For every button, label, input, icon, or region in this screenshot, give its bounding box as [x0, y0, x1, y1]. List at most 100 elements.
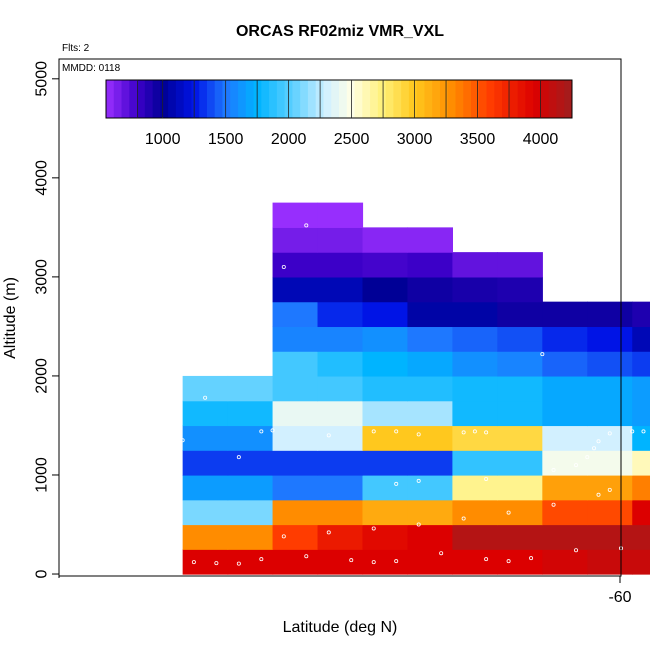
- chart-title: ORCAS RF02miz VMR_VXL: [236, 23, 444, 40]
- heatmap-cell: [272, 252, 319, 278]
- sample-point: [416, 478, 421, 483]
- sample-point: [236, 455, 241, 460]
- heatmap-cell: [497, 375, 543, 402]
- x-axis-label: Latitude (deg N): [283, 619, 398, 636]
- colorbar-segment: [494, 80, 503, 118]
- heatmap-cell: [542, 474, 588, 501]
- heatmap-cell: [452, 351, 498, 377]
- heatmap-cell: [632, 450, 650, 476]
- colorbar-segment: [206, 80, 216, 118]
- heatmap-cell: [587, 450, 633, 476]
- y-axis-label: Altitude (m): [2, 277, 19, 359]
- heatmap-cell: [317, 326, 364, 352]
- sample-point: [281, 534, 286, 539]
- heatmap-cell: [452, 375, 498, 402]
- heatmap-cell: [542, 425, 588, 451]
- heatmap-cell: [362, 326, 409, 352]
- sample-point: [641, 429, 646, 434]
- colorbar-segment: [199, 80, 208, 118]
- sample-point: [270, 428, 275, 433]
- colorbar-segment: [238, 80, 247, 118]
- colorbar: [105, 79, 573, 119]
- colorbar-segment: [556, 80, 565, 118]
- sample-point: [326, 433, 331, 438]
- colorbar-segment: [307, 80, 317, 118]
- heatmap-cell: [362, 227, 409, 253]
- heatmap-cell: [542, 326, 588, 352]
- sample-point: [214, 561, 219, 566]
- colorbar-segment: [183, 80, 192, 118]
- heatmap-cell: [542, 351, 588, 377]
- heatmap-cell: [632, 549, 650, 575]
- colorbar-segment: [478, 80, 488, 118]
- heatmap-cell: [407, 351, 453, 377]
- heatmap-cell: [497, 252, 543, 278]
- colorbar-segment: [533, 80, 542, 118]
- flights-annotation: Flts: 2: [62, 43, 90, 54]
- colorbar-segment: [401, 80, 410, 118]
- heatmap-cell: [452, 425, 498, 451]
- colorbar-segment: [152, 80, 161, 118]
- sample-point: [349, 558, 354, 563]
- colorbar-segment: [525, 80, 534, 118]
- colorbar-segment: [113, 80, 123, 118]
- heatmap-cell: [317, 252, 364, 278]
- heatmap-cell: [317, 524, 364, 550]
- colorbar-segment: [230, 80, 239, 118]
- heatmap-cell: [362, 252, 409, 278]
- sample-point: [394, 559, 399, 564]
- heatmap-cell: [182, 474, 229, 501]
- heatmap-cell: [497, 499, 543, 526]
- heatmap-cell: [362, 301, 409, 328]
- heatmap-cell: [587, 375, 633, 402]
- colorbar-segment: [129, 80, 138, 118]
- sample-point: [371, 429, 376, 434]
- heatmap-cell: [317, 450, 364, 476]
- sample-point: [607, 487, 612, 492]
- sample-point: [326, 530, 331, 535]
- sample-point: [472, 429, 477, 434]
- colorbar-segment: [144, 80, 154, 118]
- colorbar-segment: [253, 80, 262, 118]
- colorbar-segment: [331, 80, 340, 118]
- colorbar-segment: [346, 80, 356, 118]
- heatmap-cell: [632, 425, 650, 451]
- heatmap-cell: [407, 524, 453, 550]
- colorbar-segment: [276, 80, 286, 118]
- heatmap-cell: [587, 549, 633, 575]
- heatmap-cell: [362, 276, 409, 303]
- heatmap-cell: [272, 301, 319, 328]
- heatmap-cell: [407, 276, 453, 303]
- heatmap-cell: [542, 549, 588, 575]
- colorbar-segment: [362, 80, 371, 118]
- heatmap-cell: [182, 425, 229, 451]
- colorbar-segment: [300, 80, 309, 118]
- heatmap-cell: [542, 524, 588, 550]
- heatmap-cell: [317, 375, 364, 402]
- heatmap-cell: [227, 549, 274, 575]
- sample-point: [596, 492, 601, 497]
- sample-point: [394, 429, 399, 434]
- heatmap-cell: [497, 400, 543, 427]
- heatmap-cell: [632, 301, 650, 328]
- x-tick-label: -60: [608, 589, 631, 606]
- heatmap-cell: [227, 425, 274, 451]
- sample-point: [236, 561, 241, 566]
- heatmap-cell: [452, 276, 498, 303]
- heatmap-cell: [407, 499, 453, 526]
- colorbar-segment: [137, 80, 146, 118]
- heatmap-cell: [452, 474, 498, 501]
- y-tick-label: 4000: [34, 160, 51, 196]
- colorbar-segment: [502, 80, 511, 118]
- heatmap-cell: [542, 450, 588, 476]
- colorbar-segment: [517, 80, 526, 118]
- heatmap-cell: [362, 474, 409, 501]
- colorbar-segment: [191, 80, 200, 118]
- heatmap-cell: [272, 375, 319, 402]
- sample-point: [439, 551, 444, 556]
- colorbar-segment: [455, 80, 464, 118]
- heatmap-cell: [452, 301, 498, 328]
- colorbar-segment: [385, 80, 394, 118]
- heatmap-cell: [632, 326, 650, 352]
- heatmap-cell: [362, 400, 409, 427]
